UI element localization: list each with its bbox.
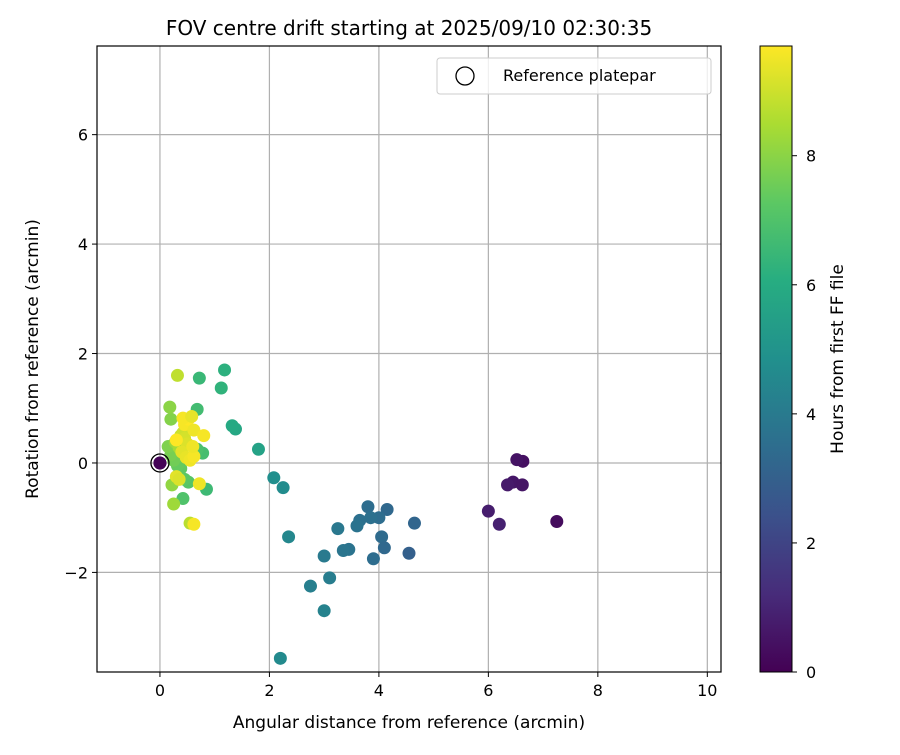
scatter-point: [377, 541, 391, 555]
scatter-point: [187, 423, 201, 437]
scatter-point: [331, 522, 345, 536]
colorbar-tick-label: 2: [806, 534, 816, 553]
chart-title: FOV centre drift starting at 2025/09/10 …: [166, 16, 652, 40]
scatter-point: [197, 429, 211, 443]
reference-platepar-marker: [150, 453, 170, 473]
scatter-point: [163, 400, 177, 414]
scatter-point: [350, 519, 364, 533]
y-axis-ticks: −2 0 2 4 6: [64, 126, 97, 582]
scatter-point: [225, 419, 239, 433]
scatter-point: [361, 500, 375, 514]
colorbar-tick-label: 8: [806, 147, 816, 166]
scatter-point: [192, 371, 206, 385]
scatter-point: [501, 478, 515, 492]
scatter-point: [407, 516, 421, 530]
x-tick-label: 0: [155, 681, 165, 700]
colorbar-tick-label: 0: [806, 663, 816, 682]
y-tick-label: 0: [78, 454, 88, 473]
scatter-point: [323, 571, 337, 585]
x-axis-label: Angular distance from reference (arcmin): [233, 713, 585, 733]
scatter-point: [402, 546, 416, 560]
x-tick-label: 2: [264, 681, 274, 700]
scatter-point: [375, 530, 389, 544]
x-tick-label: 6: [483, 681, 493, 700]
scatter-point: [276, 481, 290, 495]
y-tick-label: 6: [78, 126, 88, 145]
scatter-point: [169, 433, 183, 447]
scatter-point: [187, 449, 201, 463]
x-axis-ticks: 0 2 4 6 8 10: [155, 672, 717, 700]
x-tick-label: 10: [697, 681, 717, 700]
scatter-point: [336, 544, 350, 558]
y-tick-label: 4: [78, 235, 88, 254]
scatter-point: [273, 651, 287, 665]
scatter-point: [167, 497, 181, 511]
colorbar-tick-label: 6: [806, 276, 816, 295]
legend: Reference platepar: [436, 57, 712, 95]
scatter-point: [218, 363, 232, 377]
reference-marker-layer: [150, 453, 170, 473]
scatter-point: [481, 504, 495, 518]
y-axis-label: Rotation from reference (arcmin): [23, 219, 43, 499]
scatter-point: [317, 549, 331, 563]
legend-label: Reference platepar: [503, 66, 656, 85]
legend-box: [436, 57, 712, 95]
colorbar-frame: [759, 45, 793, 673]
x-tick-label: 4: [374, 681, 384, 700]
scatter-point: [550, 515, 564, 529]
scatter-point: [170, 368, 184, 382]
colorbar-label: Hours from first FF file: [828, 264, 848, 454]
colorbar-tick-label: 4: [806, 405, 816, 424]
colorbar-ticks: 0 2 4 6 8: [792, 147, 816, 682]
scatter-point: [366, 552, 380, 566]
scatter-point: [214, 381, 228, 395]
scatter-points: [153, 363, 564, 665]
scatter-point: [364, 511, 378, 525]
scatter-point: [164, 412, 178, 426]
y-tick-label: −2: [64, 563, 88, 582]
scatter-point: [282, 530, 296, 544]
scatter-point: [185, 409, 199, 423]
scatter-point: [186, 440, 200, 454]
scatter-point: [515, 478, 529, 492]
scatter-point: [251, 442, 265, 456]
scatter-point: [380, 502, 394, 516]
scatter-point: [510, 453, 524, 467]
grid-lines: [97, 46, 721, 672]
scatter-point: [492, 517, 506, 531]
plot-area: [97, 46, 721, 672]
scatter-point: [172, 472, 186, 486]
scatter-point: [267, 471, 281, 485]
legend-hollow-circle-icon: [455, 66, 475, 86]
scatter-point: [187, 517, 201, 531]
y-tick-label: 2: [78, 345, 88, 364]
scatter-point: [192, 477, 206, 491]
scatter-point: [303, 579, 317, 593]
scatter-point: [153, 456, 167, 470]
x-tick-label: 8: [593, 681, 603, 700]
colorbar: [760, 46, 792, 672]
plot-frame: [96, 45, 722, 673]
scatter-point: [317, 604, 331, 618]
